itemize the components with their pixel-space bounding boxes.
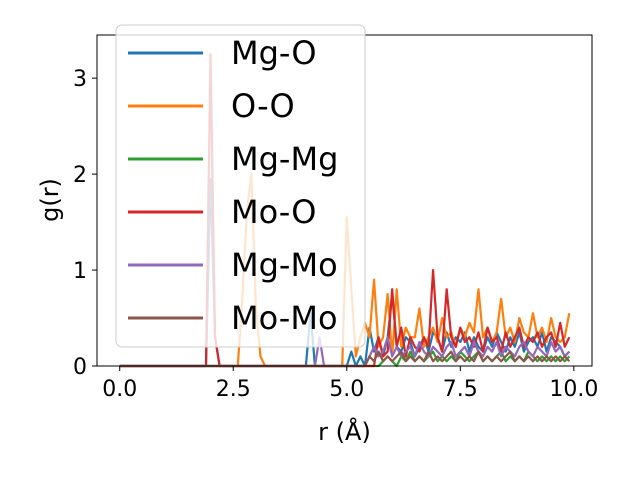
y-tick-label: 2 bbox=[73, 163, 87, 188]
legend-entry-mo-o: Mo-O bbox=[128, 193, 316, 231]
x-tick-label: 2.5 bbox=[216, 377, 251, 402]
y-tick-label: 3 bbox=[73, 67, 87, 92]
y-tick-label: 0 bbox=[73, 355, 87, 380]
x-tick-label: 5.0 bbox=[329, 377, 364, 402]
y-axis-label: g(r) bbox=[36, 178, 64, 222]
legend-entry-o-o: O-O bbox=[128, 87, 295, 125]
legend-label: Mo-O bbox=[231, 193, 316, 231]
legend-label: Mg-O bbox=[231, 34, 317, 72]
legend-entry-mg-mg: Mg-Mg bbox=[128, 140, 338, 178]
legend-label: Mo-Mo bbox=[231, 299, 338, 337]
legend: Mg-O O-O Mg-Mg Mo-O Mg-Mo Mo-Mo bbox=[115, 24, 366, 348]
plot-area bbox=[96, 34, 593, 368]
x-axis-label: r (Å) bbox=[318, 417, 371, 446]
legend-entry-mg-o: Mg-O bbox=[128, 34, 317, 72]
legend-label: O-O bbox=[231, 87, 295, 125]
legend-entry-mg-mo: Mg-Mo bbox=[128, 246, 338, 284]
x-tick-label: 0.0 bbox=[102, 377, 137, 402]
y-axis-ticks: 0 1 2 3 bbox=[73, 67, 97, 380]
legend-label: Mg-Mo bbox=[231, 246, 338, 284]
legend-entries: Mg-O O-O Mg-Mg Mo-O Mg-Mo Mo-Mo bbox=[128, 34, 338, 337]
legend-label: Mg-Mg bbox=[231, 140, 338, 178]
legend-entry-mo-mo: Mo-Mo bbox=[128, 299, 338, 337]
x-axis-ticks: 0.0 2.5 5.0 7.5 10.0 bbox=[102, 366, 598, 402]
x-tick-label: 10.0 bbox=[549, 377, 598, 402]
x-tick-label: 7.5 bbox=[443, 377, 478, 402]
y-tick-label: 1 bbox=[73, 259, 87, 284]
